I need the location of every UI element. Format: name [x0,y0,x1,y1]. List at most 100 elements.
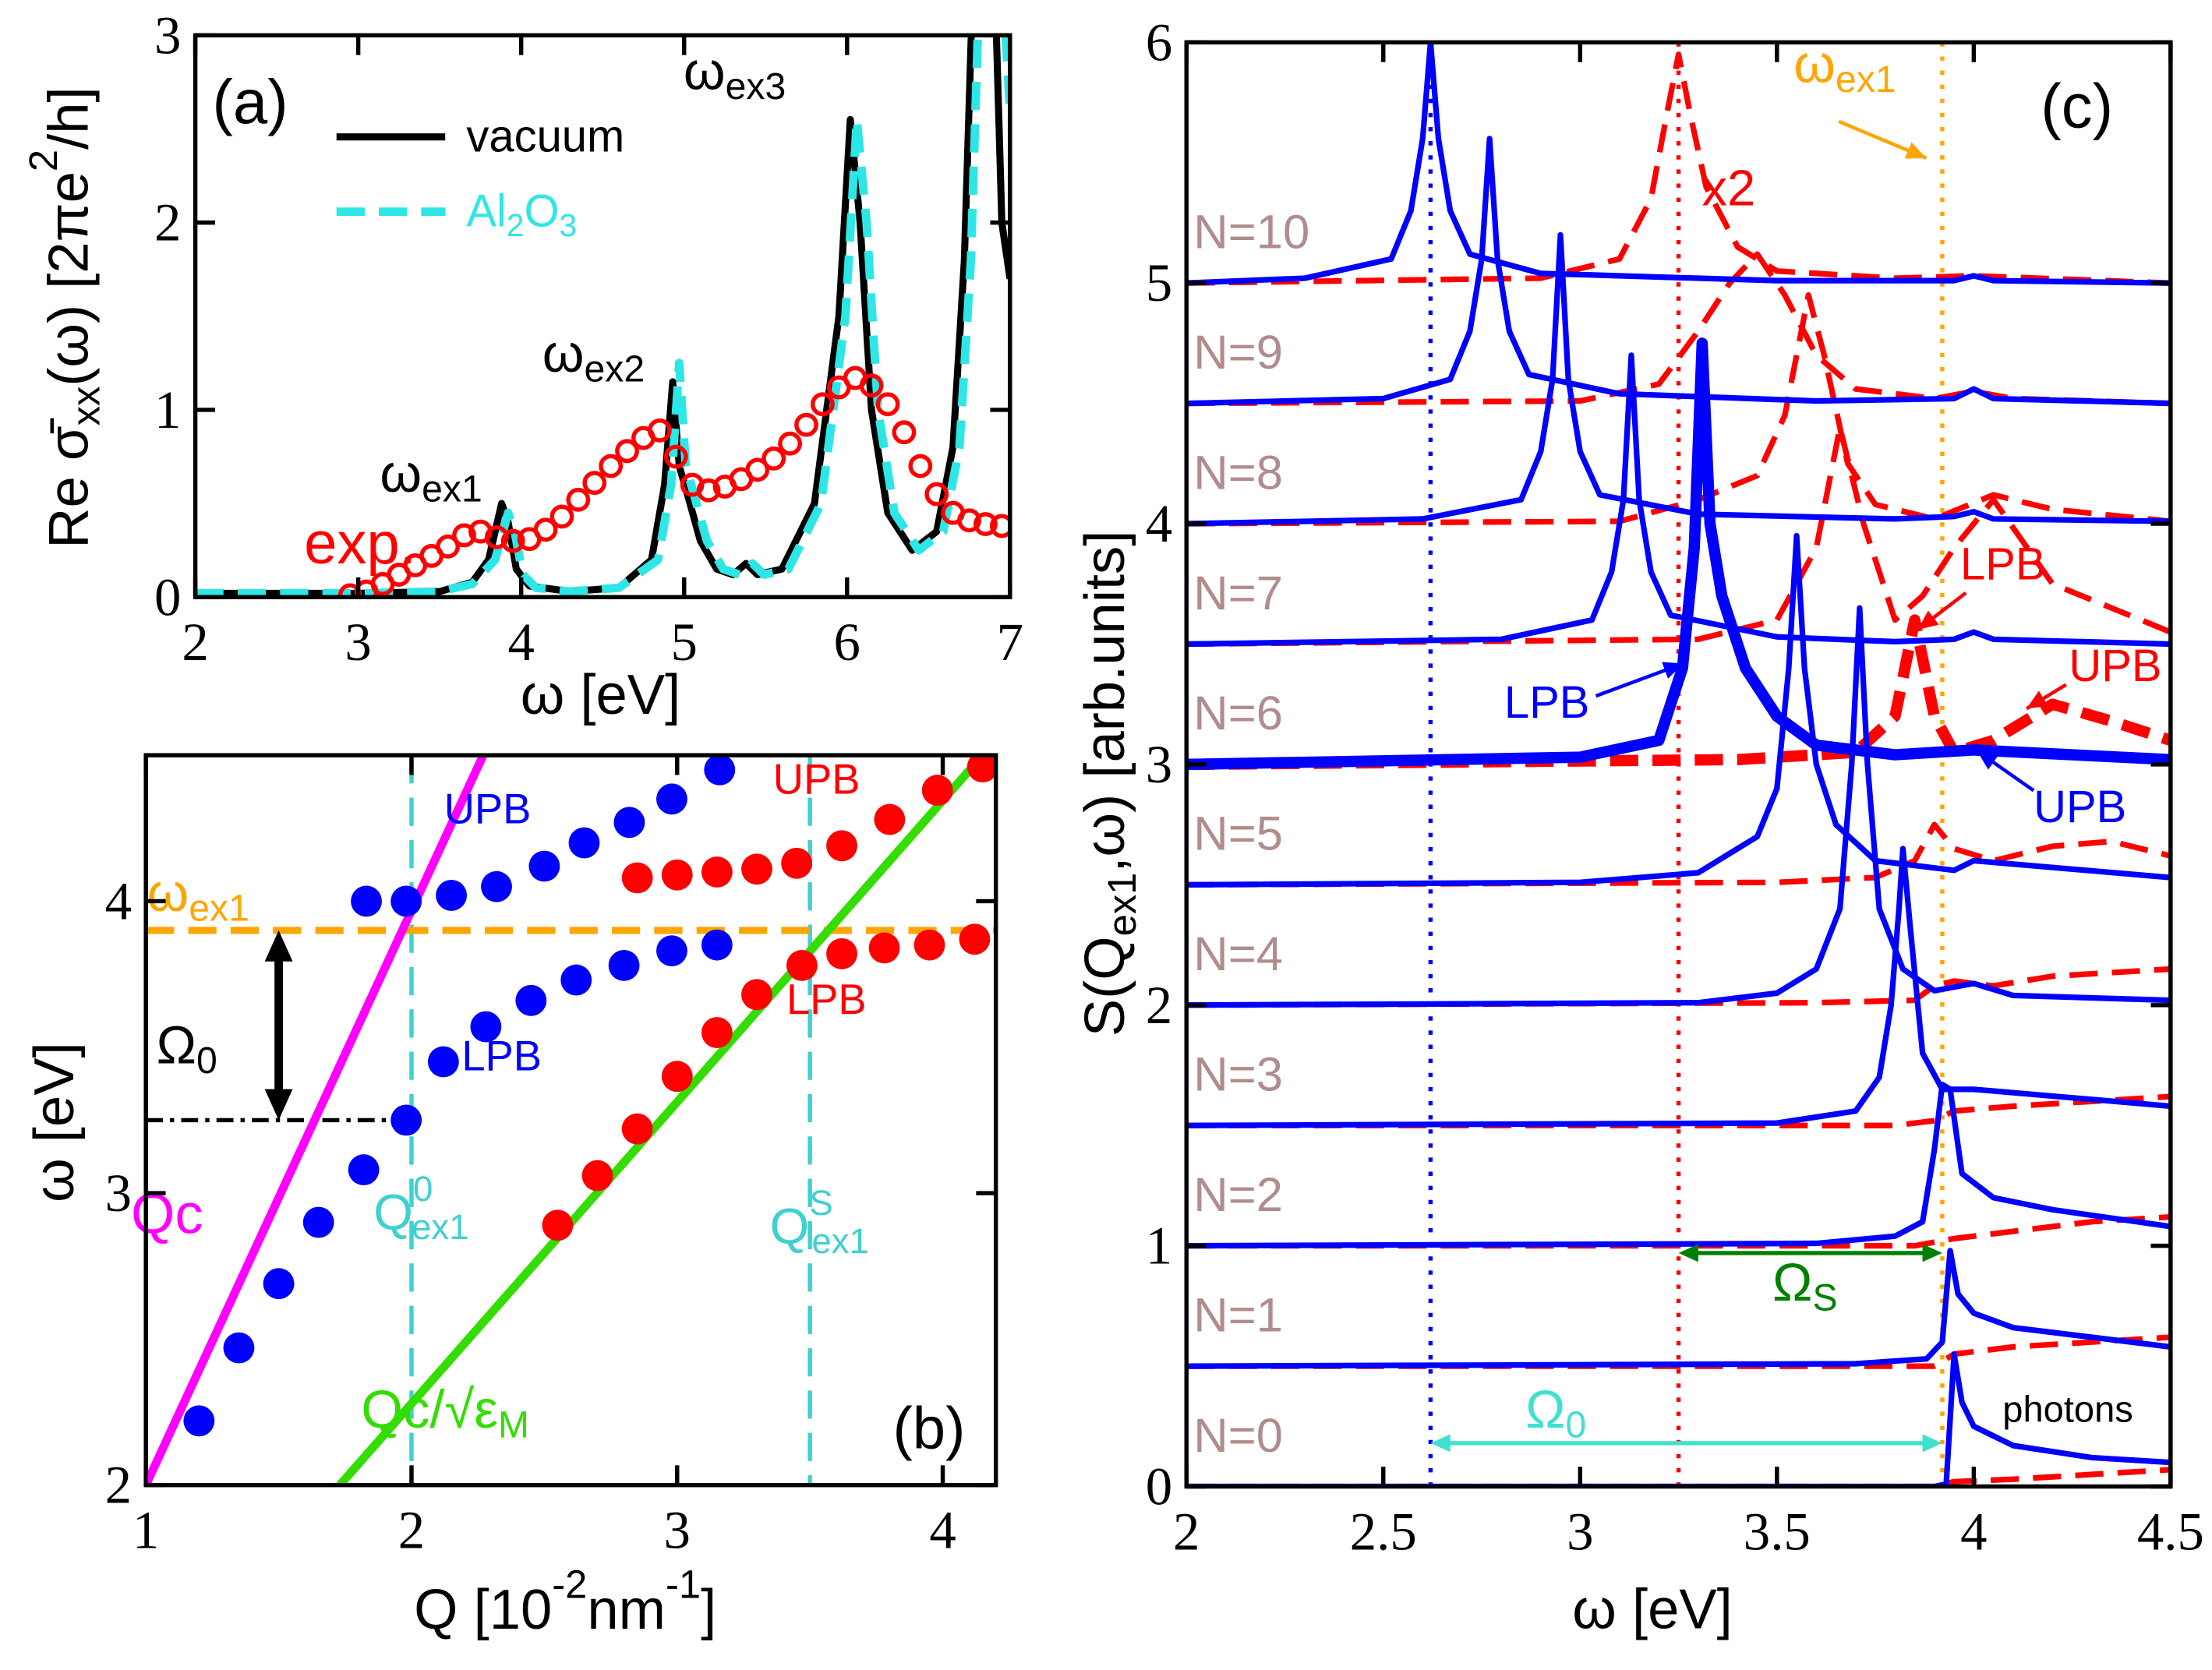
data-point [566,487,591,512]
series-line [1186,424,2171,648]
x-tick-label: 4.5 [2137,1502,2204,1561]
data-point [874,803,906,835]
series-line [1186,42,2171,286]
text-segment: Q [10 [414,1578,552,1641]
text-segment: 0 [196,1040,217,1082]
text-segment: 3 [560,207,578,243]
text-segment: Q [373,1183,413,1240]
data-point [549,504,574,529]
data-point [989,514,1010,538]
arrow-head [1922,1434,1942,1453]
series-line [1186,966,2171,1008]
text-segment: nm [587,1578,666,1641]
text-segment: /h] [37,87,100,150]
data-point [263,1268,295,1300]
annotation: photons [2002,1388,2133,1429]
series-label: N=6 [1193,687,1283,740]
series-label: N=4 [1193,927,1283,981]
text-segment: Al [466,187,507,237]
data-point [608,949,640,981]
text-segment: ex2 [584,348,645,390]
data-point [436,534,461,559]
data-point [908,454,933,478]
text-segment: ω [542,323,585,383]
data-point [528,850,560,882]
text-segment: M [498,1404,529,1446]
annotation: (b) [892,1396,965,1462]
arrow-head [2026,690,2048,709]
text-segment: ex1 [189,888,249,930]
data-point [741,853,772,885]
y-axis-label: Re σ̄xx(ω) [2πe2/h] [20,87,107,549]
data-point [778,431,803,456]
text-segment: ex1 [811,1220,869,1260]
data-point [568,827,600,859]
data-point [582,471,607,496]
arrow-head [1430,1434,1451,1453]
annotation: ωex2 [542,323,645,390]
plot-area [1186,42,2171,1487]
data-point [599,454,624,478]
data-point [924,482,949,507]
data-point [966,755,996,783]
data-point [581,1160,613,1192]
reference-label: QS ex1 [770,1183,869,1261]
arrow-head [1904,142,1927,159]
data-point [859,373,884,398]
data-point [390,1104,422,1136]
text-segment: Ω [157,1015,196,1075]
series-line [195,35,1010,598]
data-point [741,979,772,1011]
x-tick-label: 1 [133,1501,159,1560]
series-label: N=5 [1193,807,1283,861]
y-tick-label: 4 [1146,494,1172,553]
text-segment: (ω) [2πe [37,171,100,387]
y-tick-label: 3 [1146,735,1172,794]
text-segment: S(Q [1073,936,1136,1036]
series-label: N=3 [1193,1048,1283,1102]
data-point [701,1017,733,1048]
data-point [656,935,687,967]
data-point [302,1206,334,1238]
y-tick-label: 0 [154,567,181,627]
series-line [1186,532,2171,888]
data-point [647,418,672,443]
data-point [696,478,721,503]
data-point [868,932,900,964]
y-tick-label: 2 [105,1456,132,1515]
data-point [701,929,733,961]
text-segment: Re σ̄ [37,418,100,548]
data-point [745,457,770,482]
arrow-label: ΩS [1772,1252,1838,1319]
arrow-head [1917,610,1939,630]
series-line [1186,605,2171,1008]
y-tick-label: 6 [1146,12,1172,72]
text-segment: ] [701,1578,716,1641]
series-label: LPB [461,1032,542,1079]
text-segment: ω [380,443,422,503]
text-segment: Qc/√ε [361,1379,498,1439]
x-tick-label: 2 [1173,1502,1200,1561]
data-point [621,862,653,894]
data-point [826,937,857,969]
fit-line [336,755,986,1485]
text-segment: Q [770,1197,810,1254]
text-segment: 0 [1565,1404,1586,1446]
y-tick-label: 5 [1146,253,1172,312]
annotation: LPB [1960,540,2046,590]
data-point [470,1011,502,1043]
annotation: x2 [1701,159,1755,216]
data-point [826,830,857,862]
series-line [1186,821,2171,888]
data-point [661,859,693,891]
x-tick-label: 6 [834,613,860,672]
data-point [560,964,592,996]
data-point [781,847,813,879]
y-tick-label: 3 [105,1163,132,1223]
y-tick-label: 0 [1146,1457,1172,1516]
series-label: LPB [786,976,867,1023]
text-segment: -2 [552,1562,587,1606]
plot-area [146,755,996,1485]
data-point [761,447,786,471]
data-point [973,512,998,536]
